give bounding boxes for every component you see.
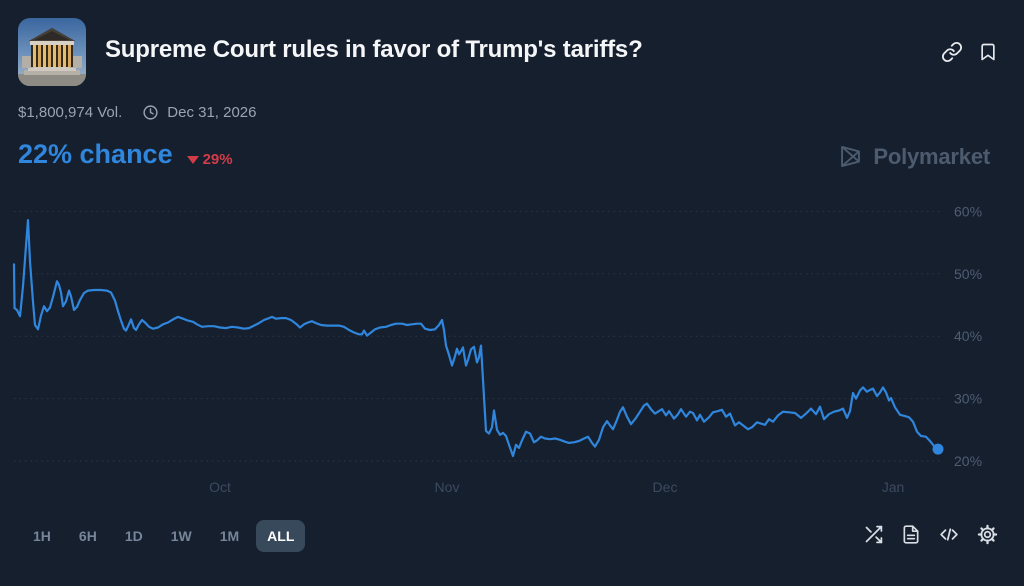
range-button-1w[interactable]: 1W bbox=[170, 528, 192, 544]
chart-tools bbox=[863, 524, 998, 545]
market-avatar bbox=[18, 18, 86, 86]
range-button-1d[interactable]: 1D bbox=[124, 528, 143, 544]
probability-line-series bbox=[12, 219, 940, 458]
end-date-label: Dec 31, 2026 bbox=[167, 104, 257, 121]
y-axis-tick-label: 20% bbox=[954, 453, 982, 469]
supreme-court-building-image bbox=[18, 18, 86, 86]
clock-icon bbox=[142, 104, 159, 121]
polymarket-watermark: Polymarket bbox=[837, 143, 990, 170]
current-value-dot bbox=[932, 443, 944, 455]
down-arrow-icon bbox=[186, 156, 199, 164]
time-range-selector: 1H 6H 1D 1W 1M ALL bbox=[22, 520, 306, 552]
range-button-1h[interactable]: 1H bbox=[33, 528, 51, 544]
x-axis-month-label: Jan bbox=[882, 479, 905, 495]
polymarket-logo-text: Polymarket bbox=[873, 143, 990, 169]
shuffle-icon[interactable] bbox=[863, 524, 884, 545]
gear-icon[interactable] bbox=[977, 524, 998, 545]
chance-change-value: 29% bbox=[202, 150, 233, 168]
chance-change-badge: 29% bbox=[186, 150, 233, 168]
range-button-1m[interactable]: 1M bbox=[219, 528, 240, 544]
x-axis-month-label: Dec bbox=[653, 479, 678, 495]
polymarket-logo-icon bbox=[841, 145, 861, 168]
range-button-all[interactable]: ALL bbox=[256, 520, 306, 552]
y-axis-tick-label: 50% bbox=[954, 266, 982, 282]
x-axis-month-label: Oct bbox=[209, 479, 231, 495]
y-axis-tick-label: 30% bbox=[954, 391, 982, 407]
y-axis-tick-label: 40% bbox=[954, 328, 982, 344]
x-axis-month-label: Nov bbox=[435, 479, 460, 495]
bookmark-icon[interactable] bbox=[978, 41, 998, 63]
range-button-6h[interactable]: 6H bbox=[78, 528, 97, 544]
code-icon[interactable] bbox=[938, 524, 960, 545]
probability-chart[interactable]: 60% 50% 40% 30% 20% Oct Nov Dec Jan bbox=[0, 196, 1024, 496]
volume-label: $1,800,974 Vol. bbox=[18, 104, 123, 121]
page-title: Supreme Court rules in favor of Trump's … bbox=[105, 36, 643, 63]
chance-value: 22% chance bbox=[18, 139, 173, 169]
document-icon[interactable] bbox=[901, 524, 921, 545]
link-icon[interactable] bbox=[941, 41, 963, 63]
y-axis-tick-label: 60% bbox=[954, 203, 982, 219]
